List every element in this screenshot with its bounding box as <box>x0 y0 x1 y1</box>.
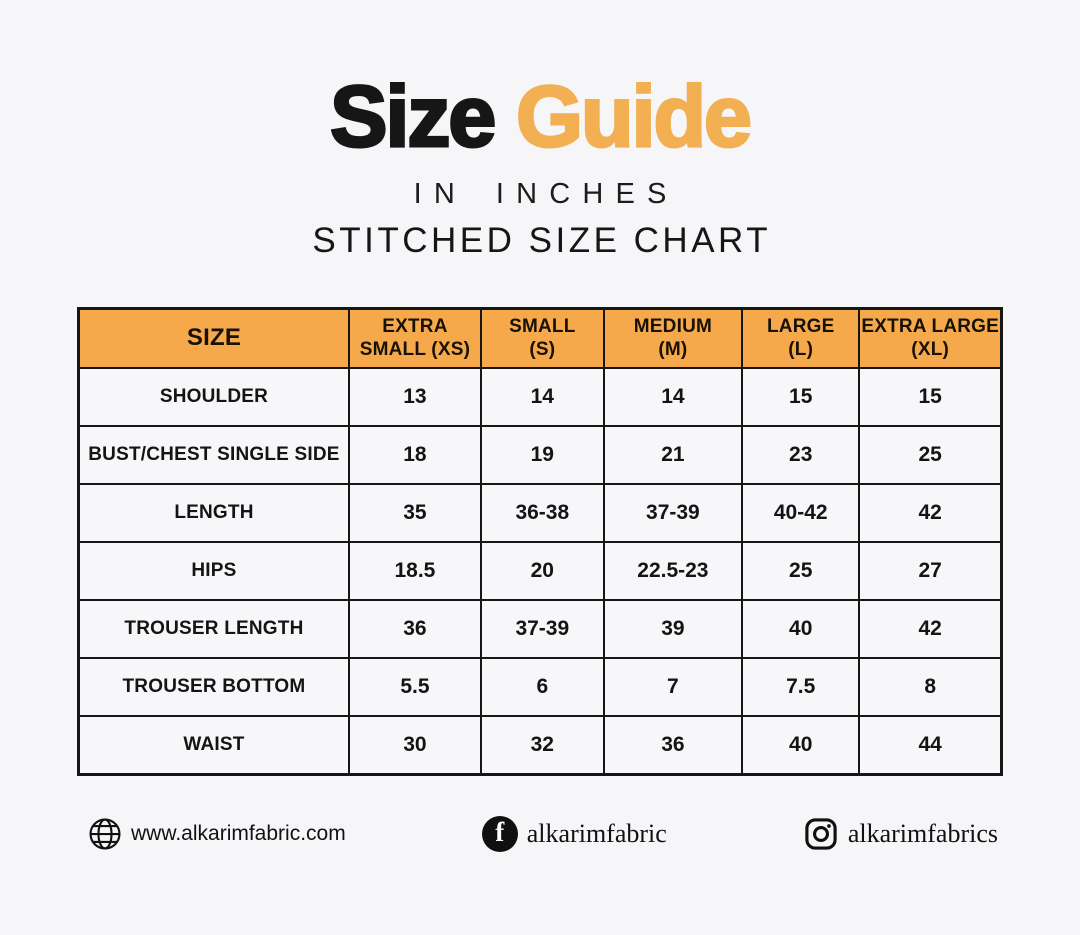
instagram-handle: alkarimfabrics <box>847 818 998 848</box>
row-label: LENGTH <box>77 483 350 543</box>
size-value-cell: 7 <box>602 657 744 717</box>
column-header-large: LARGE (L) <box>741 307 861 369</box>
size-value-cell: 44 <box>858 715 1003 775</box>
size-value-cell: 42 <box>858 483 1003 543</box>
masthead: Size Guide IN INCHES STITCHED SIZE CHART <box>0 0 1080 261</box>
row-label: SHOULDER <box>77 367 350 427</box>
size-value-cell: 40 <box>741 599 861 659</box>
size-value-cell: 19 <box>479 425 605 485</box>
size-value-cell: 22.5-23 <box>602 541 744 601</box>
page-title-word-size: Size <box>329 69 498 165</box>
instagram-item: alkarimfabrics <box>803 816 998 852</box>
table-row-length: LENGTH 35 36-38 37-39 40-42 42 <box>77 483 1003 543</box>
size-value-cell: 23 <box>741 425 861 485</box>
size-value-cell: 37-39 <box>602 483 744 543</box>
table-row-bust-chest: BUST/CHEST SINGLE SIDE 18 19 21 23 25 <box>77 425 1003 485</box>
column-header-size: SIZE <box>77 307 350 369</box>
size-value-cell: 36 <box>602 715 744 775</box>
row-label: WAIST <box>77 715 350 775</box>
facebook-handle: alkarimfabric <box>526 818 667 848</box>
row-label: TROUSER BOTTOM <box>77 657 350 717</box>
page-title-word-guide: Guide <box>515 69 754 165</box>
row-label: BUST/CHEST SINGLE SIDE <box>77 425 350 485</box>
size-value-cell: 30 <box>347 715 482 775</box>
size-value-cell: 8 <box>858 657 1003 717</box>
size-chart-table: SIZE EXTRA SMALL (XS) SMALL (S) MEDIUM (… <box>77 307 1003 776</box>
size-value-cell: 25 <box>741 541 861 601</box>
size-value-cell: 39 <box>602 599 744 659</box>
row-label: TROUSER LENGTH <box>77 599 350 659</box>
size-value-cell: 27 <box>858 541 1003 601</box>
size-value-cell: 13 <box>347 367 482 427</box>
size-value-cell: 36 <box>347 599 482 659</box>
size-value-cell: 20 <box>479 541 605 601</box>
facebook-item: f alkarimfabric <box>481 815 667 852</box>
size-value-cell: 32 <box>479 715 605 775</box>
page-title: Size Guide <box>0 73 1080 162</box>
table-row-shoulder: SHOULDER 13 14 14 15 15 <box>77 367 1003 427</box>
size-value-cell: 15 <box>858 367 1003 427</box>
table-header-row: SIZE EXTRA SMALL (XS) SMALL (S) MEDIUM (… <box>77 307 1003 369</box>
size-value-cell: 36-38 <box>479 483 605 543</box>
footer: www.alkarimfabric.com f alkarimfabric al… <box>0 815 1080 852</box>
globe-icon <box>88 817 122 851</box>
column-header-small: SMALL (S) <box>479 307 605 369</box>
column-header-extra-large: EXTRA LARGE (XL) <box>858 307 1003 369</box>
website-item: www.alkarimfabric.com <box>88 817 346 851</box>
facebook-icon: f <box>481 815 518 852</box>
table-row-waist: WAIST 30 32 36 40 44 <box>77 715 1003 775</box>
size-value-cell: 21 <box>602 425 744 485</box>
size-value-cell: 40-42 <box>741 483 861 543</box>
size-value-cell: 5.5 <box>347 657 482 717</box>
table-row-hips: HIPS 18.5 20 22.5-23 25 27 <box>77 541 1003 601</box>
instagram-icon <box>803 816 839 852</box>
size-value-cell: 14 <box>479 367 605 427</box>
size-value-cell: 37-39 <box>479 599 605 659</box>
size-value-cell: 18 <box>347 425 482 485</box>
size-value-cell: 15 <box>741 367 861 427</box>
size-value-cell: 35 <box>347 483 482 543</box>
table-row-trouser-length: TROUSER LENGTH 36 37-39 39 40 42 <box>77 599 1003 659</box>
size-value-cell: 25 <box>858 425 1003 485</box>
column-header-extra-small: EXTRA SMALL (XS) <box>347 307 482 369</box>
row-label: HIPS <box>77 541 350 601</box>
units-tagline: IN INCHES <box>413 178 679 210</box>
size-value-cell: 42 <box>858 599 1003 659</box>
column-header-medium: MEDIUM (M) <box>602 307 744 369</box>
size-value-cell: 7.5 <box>741 657 861 717</box>
size-value-cell: 14 <box>602 367 744 427</box>
size-value-cell: 6 <box>479 657 605 717</box>
website-url: www.alkarimfabric.com <box>131 821 346 845</box>
size-value-cell: 18.5 <box>347 541 482 601</box>
size-value-cell: 40 <box>741 715 861 775</box>
chart-label: STITCHED SIZE CHART <box>312 221 772 260</box>
table-row-trouser-bottom: TROUSER BOTTOM 5.5 6 7 7.5 8 <box>77 657 1003 717</box>
